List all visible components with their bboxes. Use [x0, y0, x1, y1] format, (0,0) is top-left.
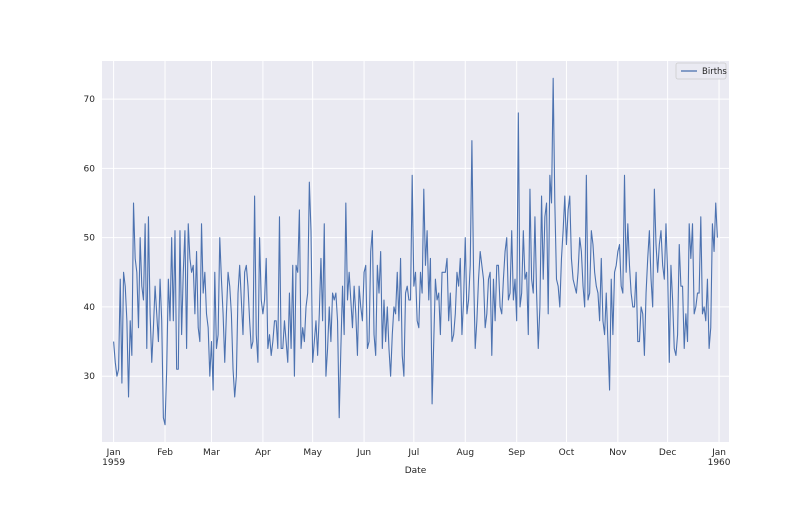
x-tick-label: Dec — [659, 448, 676, 458]
x-tick-sublabel: 1960 — [708, 458, 731, 468]
x-tick-label: Jan — [711, 448, 726, 458]
x-gridlines — [113, 61, 720, 442]
y-tick-label: 40 — [84, 303, 96, 313]
legend-box — [675, 62, 727, 80]
x-tick-label: May — [303, 448, 322, 458]
x-tick-label: Aug — [456, 448, 474, 458]
x-tick-label: Jul — [407, 448, 419, 458]
x-tick-label: Jun — [356, 448, 371, 458]
x-tick-label: Oct — [559, 448, 575, 458]
y-tick-label: 70 — [84, 95, 96, 105]
y-tick-label: 30 — [84, 372, 96, 382]
legend-label-births: Births — [702, 67, 727, 77]
x-tick-label: Feb — [157, 448, 173, 458]
x-tick-label: Mar — [203, 448, 220, 458]
x-tick-label: Sep — [508, 448, 525, 458]
plot-background — [102, 61, 729, 442]
y-tick-label: 50 — [84, 234, 96, 244]
y-tick-labels: 30 40 50 60 70 — [84, 95, 96, 382]
legend: Births — [675, 62, 727, 80]
series-line-births — [113, 77, 718, 426]
x-axis-label: Date — [405, 466, 427, 476]
x-tick-sublabel: 1959 — [102, 458, 125, 468]
x-tick-label: Nov — [609, 448, 627, 458]
y-tick-label: 60 — [84, 164, 96, 174]
x-tick-label: Jan — [106, 448, 121, 458]
x-tick-label: Apr — [255, 448, 271, 458]
